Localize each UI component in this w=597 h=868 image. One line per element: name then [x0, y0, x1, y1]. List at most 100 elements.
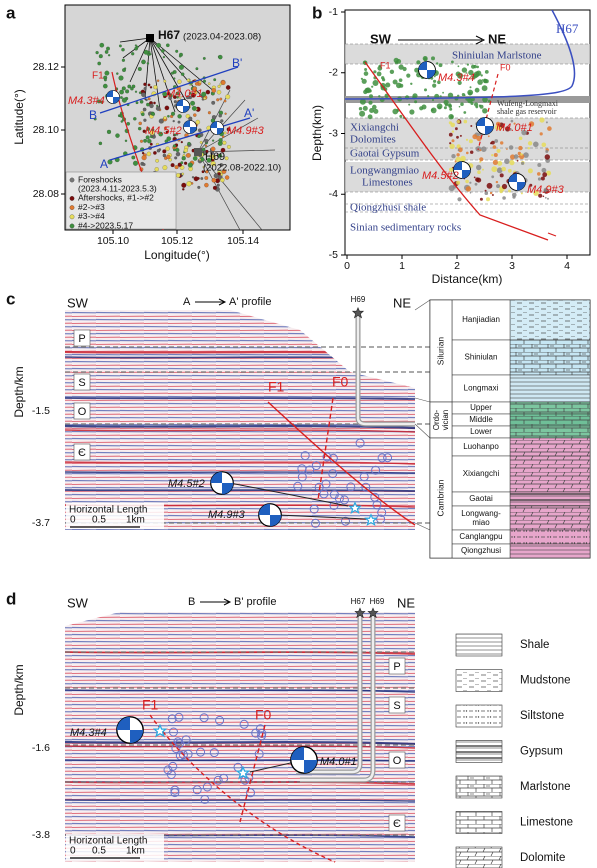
- epicenter: [167, 115, 170, 118]
- hypocenter: [465, 72, 468, 74]
- epicenter: [197, 185, 201, 189]
- epicenter: [119, 96, 123, 99]
- hypocenter: [518, 136, 523, 141]
- focal-mechanism: [210, 121, 224, 135]
- event-label: M4.0#1: [496, 122, 533, 134]
- well-name: H69: [370, 597, 385, 606]
- legend-label: Siltstone: [520, 710, 564, 722]
- hypocenter: [537, 177, 542, 181]
- hypocenter: [523, 152, 529, 158]
- epicenter: [220, 119, 224, 123]
- y-tick-label: -5: [329, 249, 338, 261]
- hypocenter: [468, 139, 473, 144]
- epicenter: [116, 72, 119, 75]
- reflector: [65, 424, 415, 430]
- hypocenter: [392, 108, 399, 115]
- well-period: (2023.04-2023.08): [183, 32, 261, 43]
- trajectory: [197, 117, 259, 153]
- hypocenter: [460, 102, 464, 106]
- hypocenter: [493, 153, 498, 157]
- hypocenter: [438, 63, 443, 68]
- unit-label: shale gas reservoir: [497, 107, 557, 116]
- legend-swatch-pattern: [456, 634, 502, 656]
- hypocenter: [527, 141, 533, 146]
- epicenter: [211, 88, 217, 93]
- epicenter: [204, 138, 209, 143]
- hypocenter: [450, 122, 456, 128]
- formation-label: Qiongzhusi: [461, 546, 501, 555]
- epicenter: [106, 129, 112, 134]
- legend-label: Gypsum: [520, 746, 563, 758]
- epicenter: [153, 101, 156, 105]
- legend-label: Limestone: [520, 817, 573, 829]
- epicenter: [198, 80, 202, 84]
- epicenter: [190, 100, 196, 106]
- fault-label: F1: [268, 379, 285, 395]
- epicenter: [224, 156, 229, 161]
- epicenter: [202, 57, 206, 60]
- reflector: [65, 781, 415, 785]
- profile-label: A: [183, 296, 191, 308]
- fault-trace: [364, 61, 549, 241]
- hypocenter: [496, 184, 501, 189]
- hypocenter: [382, 78, 386, 82]
- hypocenter: [476, 135, 482, 142]
- hypocenter: [402, 66, 407, 72]
- hypocenter: [457, 197, 462, 202]
- epicenter: [187, 162, 193, 168]
- epicenter: [220, 80, 226, 86]
- epicenter: [151, 112, 155, 116]
- hypocenter: [246, 788, 255, 798]
- epicenter: [138, 121, 142, 126]
- hypocenter: [202, 782, 212, 792]
- event-label: M4.3#4: [438, 72, 475, 84]
- hypocenter: [465, 138, 469, 141]
- scale-tick: 0: [70, 515, 76, 526]
- legend-swatch-pattern: [456, 776, 502, 798]
- legend-swatch-pattern: [456, 847, 502, 868]
- hypocenter: [361, 482, 371, 492]
- hypocenter: [492, 159, 498, 165]
- hypocenter: [537, 172, 541, 176]
- epicenter: [146, 151, 152, 157]
- legend-marker: [69, 177, 75, 183]
- hypocenter: [448, 185, 455, 192]
- hypocenter: [545, 121, 548, 124]
- hypocenter: [359, 98, 366, 105]
- layer-box: [73, 373, 91, 391]
- well-name: H67: [158, 28, 180, 42]
- fault-label: F0: [500, 62, 511, 72]
- hypocenter: [371, 85, 374, 88]
- hypocenter: [512, 195, 516, 199]
- epicenter: [125, 89, 130, 94]
- hypocenter: [521, 161, 525, 165]
- reflector: [65, 799, 415, 802]
- formation-label: Luohanpo: [463, 442, 499, 451]
- hypocenter: [322, 452, 332, 462]
- epicenter: [199, 140, 203, 144]
- well-path: [356, 316, 415, 426]
- unit-label: Wufeng-Longmaxi: [497, 99, 559, 108]
- hypocenter: [436, 62, 439, 65]
- epicenter: [166, 136, 172, 142]
- reflector: [65, 740, 415, 746]
- epicenter: [149, 142, 153, 146]
- hypocenter: [449, 167, 454, 172]
- hypocenter: [480, 74, 483, 77]
- legend-swatch-pattern: [456, 811, 502, 834]
- hypocenter: [432, 83, 437, 88]
- epicenter: [168, 96, 172, 100]
- hypocenter: [481, 85, 488, 92]
- legend-swatch-pattern: [456, 705, 502, 727]
- panel-label: a: [6, 3, 16, 22]
- hypocenter: [457, 72, 464, 79]
- hypocenter: [373, 70, 377, 74]
- epicenter: [145, 98, 148, 102]
- well-path: [300, 616, 375, 782]
- y-tick-label: 28.08: [33, 188, 59, 200]
- unit-label: Gaotai Gypsum: [350, 148, 420, 160]
- profile-end: B: [89, 108, 97, 122]
- legend-marker: [69, 214, 75, 220]
- hypocenter: [311, 461, 321, 471]
- hypocenter: [455, 127, 458, 131]
